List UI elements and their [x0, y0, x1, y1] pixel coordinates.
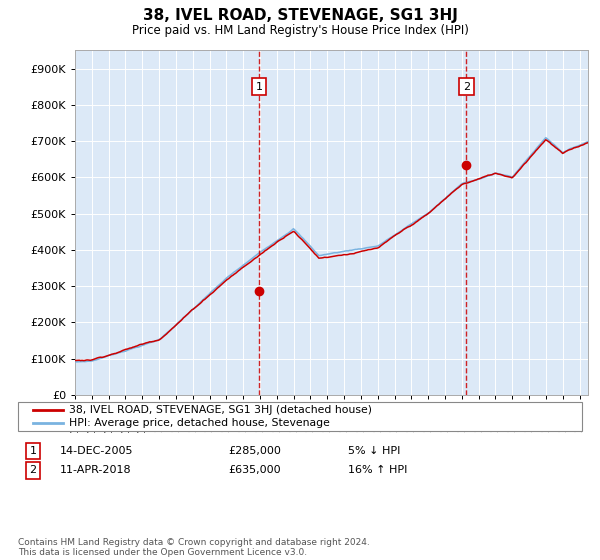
Text: 14-DEC-2005: 14-DEC-2005 [60, 446, 133, 456]
Text: 11-APR-2018: 11-APR-2018 [60, 465, 131, 475]
Text: 5% ↓ HPI: 5% ↓ HPI [348, 446, 400, 456]
Text: 16% ↑ HPI: 16% ↑ HPI [348, 465, 407, 475]
Text: 1: 1 [256, 82, 263, 92]
Text: 38, IVEL ROAD, STEVENAGE, SG1 3HJ (detached house): 38, IVEL ROAD, STEVENAGE, SG1 3HJ (detac… [69, 405, 372, 415]
Text: 38, IVEL ROAD, STEVENAGE, SG1 3HJ: 38, IVEL ROAD, STEVENAGE, SG1 3HJ [143, 8, 457, 24]
Text: Price paid vs. HM Land Registry's House Price Index (HPI): Price paid vs. HM Land Registry's House … [131, 24, 469, 36]
Text: Contains HM Land Registry data © Crown copyright and database right 2024.
This d: Contains HM Land Registry data © Crown c… [18, 538, 370, 557]
Text: 1: 1 [29, 446, 37, 456]
Text: £285,000: £285,000 [228, 446, 281, 456]
Text: HPI: Average price, detached house, Stevenage: HPI: Average price, detached house, Stev… [69, 418, 330, 428]
Text: £635,000: £635,000 [228, 465, 281, 475]
Text: 2: 2 [463, 82, 470, 92]
Text: 2: 2 [29, 465, 37, 475]
